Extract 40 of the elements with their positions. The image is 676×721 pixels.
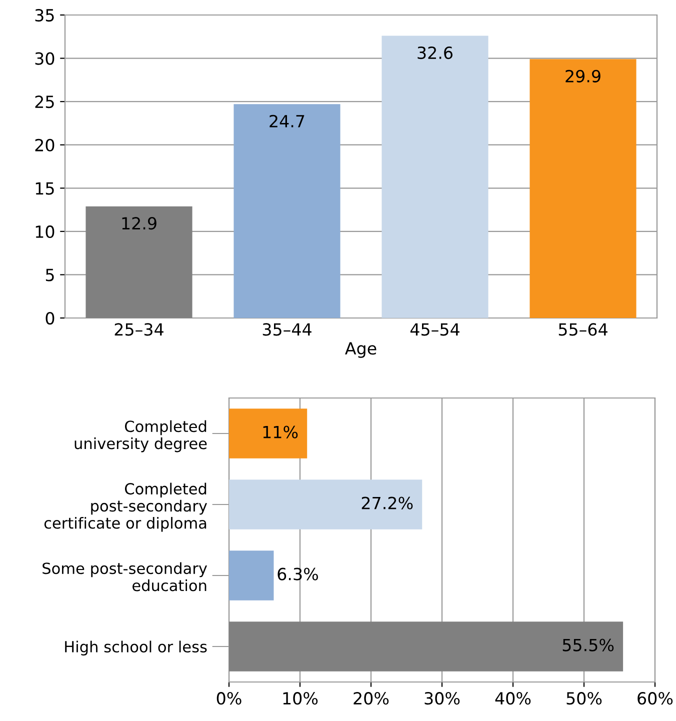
x-tick-label: 35–44 [262, 323, 312, 336]
y-tick-label: 30 [35, 52, 54, 65]
x-tick-label: 45–54 [410, 323, 460, 336]
y-tick-label: Some post-secondary education [42, 562, 208, 592]
y-tick-label: Completed university degree [74, 420, 207, 452]
x-tick-label: 60% [638, 692, 673, 705]
y-tick-label: 0 [46, 312, 54, 325]
x-tick-label: 40% [495, 692, 531, 705]
bar [229, 622, 624, 672]
bar [229, 408, 308, 458]
y-tick-label: 35 [35, 8, 54, 22]
bar [234, 104, 340, 318]
data-label: 27.2% [362, 496, 413, 510]
x-tick-label: 0% [216, 692, 242, 705]
x-axis-title: Age [345, 342, 376, 358]
y-tick-label: 15 [36, 182, 54, 195]
data-label: 24.7 [270, 114, 304, 128]
x-tick-label: 30% [424, 692, 460, 705]
x-tick-label: 10% [283, 692, 318, 705]
bar [530, 59, 636, 318]
x-tick-label: 20% [354, 692, 389, 705]
y-tick-label: Completed post-secondary certificate or diploma [44, 482, 208, 532]
data-label: 29.9 [566, 70, 600, 82]
x-tick-label: 25–34 [114, 323, 164, 336]
data-label: 6.3% [278, 568, 318, 580]
x-tick-label: 50% [566, 692, 602, 705]
bar [229, 550, 274, 600]
data-label: 32.6 [418, 46, 453, 60]
data-label: 11% [263, 426, 298, 438]
y-tick-label: 20 [35, 138, 54, 152]
bar [229, 480, 422, 530]
data-label: 12.9 [122, 217, 156, 230]
bar [382, 36, 488, 318]
y-tick-label: 10 [36, 225, 54, 238]
data-label: 55.5% [562, 638, 614, 652]
y-tick-label: High school or less [65, 640, 207, 656]
x-tick-label: 55–64 [558, 323, 608, 336]
y-tick-label: 25 [35, 96, 54, 108]
bar [86, 206, 192, 318]
y-tick-label: 5 [46, 268, 54, 282]
